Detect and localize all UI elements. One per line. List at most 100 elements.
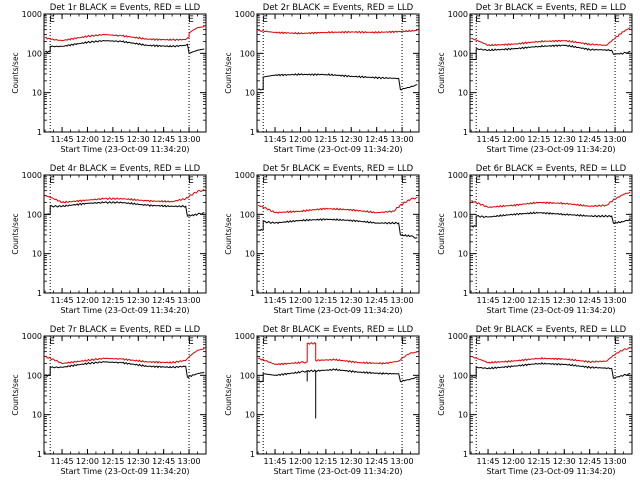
marker-label: E <box>401 176 407 186</box>
marker-label: E <box>614 337 620 347</box>
x-tick-label: 13:00 <box>391 457 414 466</box>
x-tick-label: 12:00 <box>76 135 99 144</box>
marker-label: E <box>614 176 620 186</box>
x-tick-label: 12:30 <box>340 457 363 466</box>
x-tick-label: 12:00 <box>502 457 525 466</box>
x-axis: 11:45 12:00 12:15 12:30 12:45 13:00 <box>470 336 633 466</box>
series-lld-line <box>471 347 631 364</box>
y-tick-label: 1000 <box>448 171 468 180</box>
marker-label: E <box>188 15 194 25</box>
y-tick-label: 10 <box>32 411 42 420</box>
x-tick-label: 12:45 <box>578 296 601 305</box>
plot-frame <box>43 335 207 455</box>
panel-title: Det 2r BLACK = Events, RED = LLD <box>263 3 414 13</box>
y-tick-label: 1 <box>37 450 42 459</box>
y-axis: 1 10 100 1000 <box>235 10 419 137</box>
panel-title: Det 1r BLACK = Events, RED = LLD <box>50 3 201 13</box>
series-events-line <box>257 72 418 91</box>
x-tick-label: 13:00 <box>604 457 627 466</box>
x-tick-label: 13:00 <box>178 135 201 144</box>
y-tick-label: 100 <box>240 371 255 380</box>
y-tick-label: 1000 <box>448 10 468 19</box>
y-axis-label: Counts/sec <box>437 213 446 254</box>
y-axis: 1 10 100 1000 <box>22 171 206 298</box>
plot-frame <box>43 13 207 133</box>
x-tick-label: 12:15 <box>101 457 124 466</box>
plot-frame <box>469 174 633 294</box>
series-events-line <box>470 44 631 61</box>
series-events-line <box>471 211 631 228</box>
x-tick-label: 11:45 <box>477 296 500 305</box>
plot-frame <box>469 335 633 455</box>
x-axis-label: Start Time (23-Oct-09 11:34:20) <box>60 467 189 476</box>
x-axis: 11:45 12:00 12:15 12:30 12:45 13:00 <box>257 175 420 305</box>
x-axis: 11:45 12:00 12:15 12:30 12:45 13:00 <box>44 14 207 144</box>
x-tick-label: 12:45 <box>152 296 175 305</box>
y-tick-label: 1000 <box>22 10 42 19</box>
x-tick-label: 12:30 <box>127 296 150 305</box>
plot-frame <box>256 13 420 133</box>
y-tick-label: 1 <box>37 289 42 298</box>
x-axis-label: Start Time (23-Oct-09 11:34:20) <box>273 306 402 315</box>
y-axis: 1 10 100 1000 <box>448 10 632 137</box>
marker-label: E <box>475 15 481 25</box>
y-tick-label: 1 <box>37 128 42 137</box>
x-tick-label: 12:30 <box>127 135 150 144</box>
y-tick-label: 1 <box>250 450 255 459</box>
x-tick-label: 12:00 <box>289 135 312 144</box>
x-tick-label: 12:15 <box>101 135 124 144</box>
panel-title: Det 6r BLACK = Events, RED = LLD <box>476 164 627 174</box>
series-lld-line <box>257 196 418 214</box>
y-axis-label: Counts/sec <box>437 52 446 93</box>
x-tick-label: 13:00 <box>178 457 201 466</box>
panel-9: Det 9r BLACK = Events, RED = LLD 1 10 100 10… <box>437 325 633 476</box>
x-tick-label: 12:45 <box>365 457 388 466</box>
series-lld-line <box>44 26 205 42</box>
x-tick-label: 12:45 <box>365 296 388 305</box>
x-tick-label: 12:45 <box>578 135 601 144</box>
panel-5: Det 5r BLACK = Events, RED = LLD 1 10 100 10… <box>224 164 420 315</box>
x-axis: 11:45 12:00 12:15 12:30 12:45 13:00 <box>257 336 420 466</box>
x-axis: 11:45 12:00 12:15 12:30 12:45 13:00 <box>470 14 633 144</box>
y-tick-label: 1000 <box>235 171 255 180</box>
plot-frame <box>469 13 633 133</box>
x-tick-label: 13:00 <box>391 135 414 144</box>
x-axis-label: Start Time (23-Oct-09 11:34:20) <box>60 145 189 154</box>
series-events-line <box>470 362 631 379</box>
marker-label: E <box>262 337 268 347</box>
x-tick-label: 11:45 <box>264 457 287 466</box>
marker-label: E <box>614 15 620 25</box>
plot-frame <box>256 335 420 455</box>
panel-title: Det 3r BLACK = Events, RED = LLD <box>476 3 627 13</box>
y-axis: 1 10 100 1000 <box>235 332 419 459</box>
y-axis: 1 10 100 1000 <box>448 171 632 298</box>
marker-label: E <box>49 176 55 186</box>
x-tick-label: 13:00 <box>391 296 414 305</box>
x-tick-label: 11:45 <box>477 135 500 144</box>
x-axis: 11:45 12:00 12:15 12:30 12:45 13:00 <box>257 14 420 144</box>
y-tick-label: 1000 <box>22 332 42 341</box>
panel-6: Det 6r BLACK = Events, RED = LLD 1 10 100 10… <box>437 164 633 315</box>
y-axis-label: Counts/sec <box>224 52 233 93</box>
y-tick-label: 100 <box>27 49 42 58</box>
x-tick-label: 12:45 <box>152 135 175 144</box>
x-tick-label: 11:45 <box>477 457 500 466</box>
series-events-line <box>45 201 205 217</box>
y-axis-label: Counts/sec <box>11 52 20 93</box>
y-tick-label: 100 <box>27 371 42 380</box>
x-tick-label: 11:45 <box>264 296 287 305</box>
x-tick-label: 12:30 <box>553 457 576 466</box>
x-tick-label: 11:45 <box>51 296 74 305</box>
series-lld-line <box>257 29 418 35</box>
x-tick-label: 12:15 <box>314 296 337 305</box>
y-tick-label: 10 <box>458 250 468 259</box>
y-tick-label: 10 <box>32 250 42 259</box>
y-axis-label: Counts/sec <box>437 374 446 415</box>
plot-frame <box>43 174 207 294</box>
x-tick-label: 11:45 <box>51 457 74 466</box>
y-tick-label: 1 <box>463 450 468 459</box>
y-tick-label: 10 <box>458 89 468 98</box>
y-tick-label: 100 <box>453 371 468 380</box>
panel-8: Det 8r BLACK = Events, RED = LLD 1 10 100 10… <box>224 325 420 476</box>
